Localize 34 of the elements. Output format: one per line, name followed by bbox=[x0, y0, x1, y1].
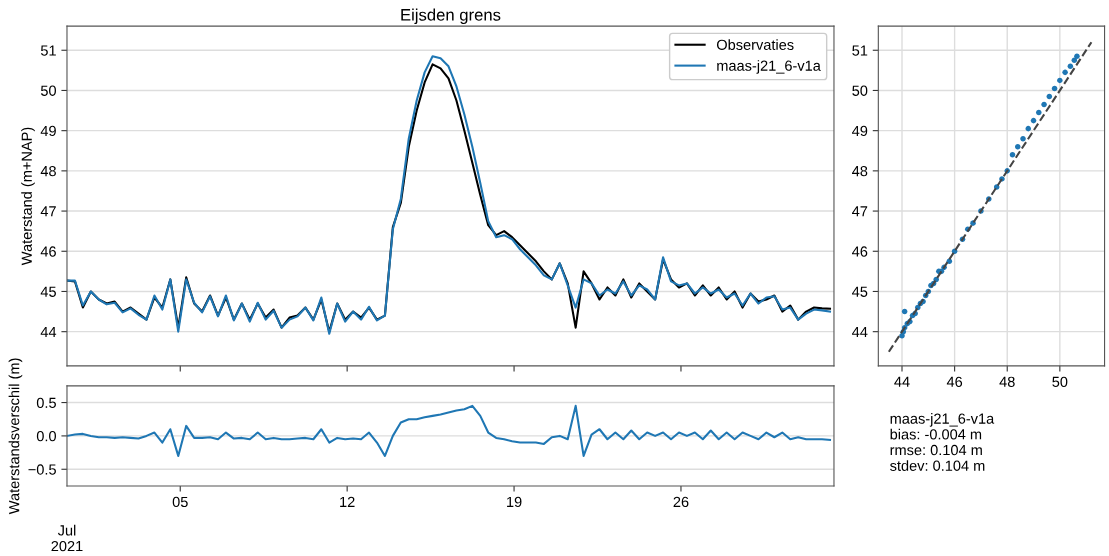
x-tick-label: 05 bbox=[172, 496, 188, 508]
y-tick-label: 49 bbox=[40, 125, 56, 137]
x-tick-label: 12 bbox=[340, 496, 355, 507]
y-tick-label: 46 bbox=[852, 246, 868, 257]
legend-label: maas-j21_6-v1a bbox=[717, 60, 821, 74]
x-tick-label: 44 bbox=[894, 376, 910, 387]
x-tick-label: 48 bbox=[999, 376, 1015, 387]
y-tick-label: −0.5 bbox=[28, 464, 56, 475]
y-tick-label: 51 bbox=[40, 45, 56, 56]
y-tick-label: 48 bbox=[852, 165, 868, 177]
text: Jul 2021 bbox=[51, 524, 83, 552]
y-tick-label: 46 bbox=[40, 246, 56, 257]
y-axis-title: Waterstandsverschil (m) bbox=[8, 358, 23, 515]
y-tick-label: 49 bbox=[852, 125, 868, 137]
x-tick-label: 19 bbox=[507, 496, 522, 508]
y-tick-label: 45 bbox=[852, 286, 868, 297]
y-tick-label: 50 bbox=[852, 85, 868, 96]
legend-label: Observaties bbox=[716, 39, 794, 50]
y-axis-title: Waterstand (m+NAP) bbox=[21, 127, 35, 266]
text: maas-j21_6-v1a bias: -0.004 m rmse: 0.104 m stdev: 0.104 m bbox=[890, 413, 995, 471]
y-tick-label: 47 bbox=[852, 206, 868, 217]
x-tick-label: 46 bbox=[946, 376, 963, 387]
y-tick-label: 44 bbox=[852, 326, 868, 337]
y-tick-label: 0.5 bbox=[36, 397, 56, 408]
y-tick-label: 47 bbox=[40, 206, 56, 217]
x-tick-label: 26 bbox=[673, 496, 689, 508]
y-tick-label: 51 bbox=[852, 45, 868, 56]
y-tick-label: 44 bbox=[40, 326, 57, 337]
y-tick-label: 0.0 bbox=[36, 431, 56, 442]
y-tick-label: 48 bbox=[40, 165, 56, 177]
y-tick-label: 45 bbox=[40, 286, 56, 297]
chart-title: Eijsden grens bbox=[401, 8, 501, 25]
x-tick-label: 50 bbox=[1052, 376, 1068, 387]
y-tick-label: 50 bbox=[40, 85, 56, 96]
